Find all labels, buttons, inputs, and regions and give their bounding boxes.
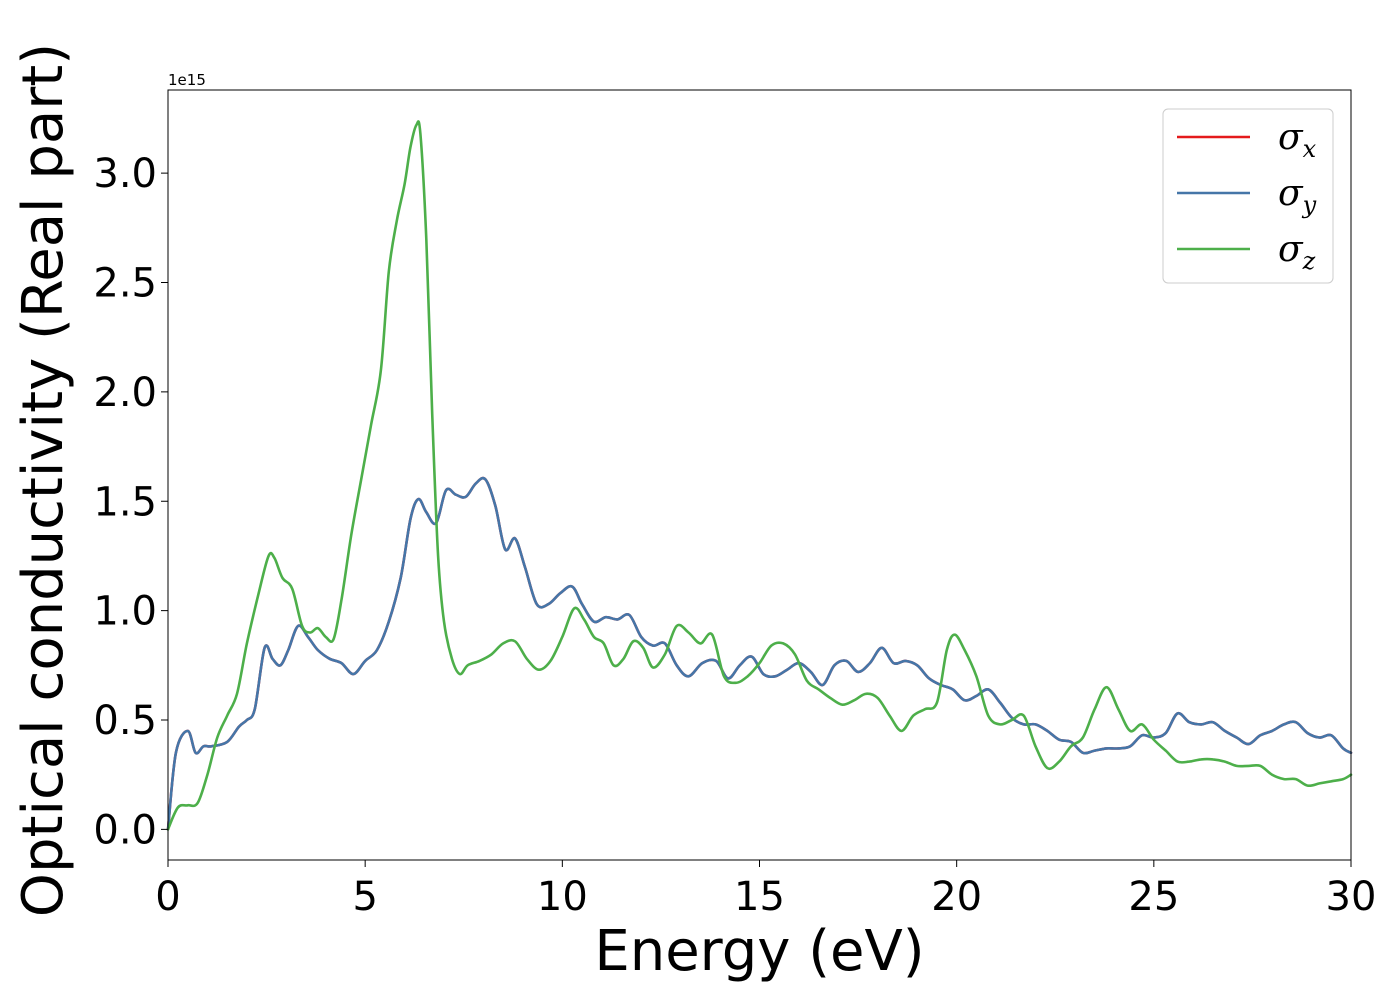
series-line-z: [166, 120, 1353, 831]
x-tick-label: 0: [155, 874, 180, 920]
legend-subscript: z: [1302, 247, 1316, 275]
series-layer: [166, 120, 1353, 831]
x-tick-label: 25: [1128, 874, 1179, 920]
y-offset-label: 1e15: [168, 71, 206, 89]
series-line-y: [166, 476, 1353, 831]
y-axis-title: Optical conductivity (Real part): [11, 43, 76, 917]
x-tick-label: 20: [931, 874, 982, 920]
y-tick-label: 3.0: [93, 151, 157, 197]
x-tick-label: 5: [352, 874, 377, 920]
series-line-x: [166, 476, 1353, 831]
y-tick-label: 1.5: [93, 479, 157, 525]
y-tick-label: 0.5: [93, 698, 157, 744]
y-tick-label: 1.0: [93, 589, 157, 635]
legend-subscript: y: [1302, 191, 1317, 219]
legend-symbol: σ: [1278, 117, 1304, 158]
legend-symbol: σ: [1278, 173, 1304, 214]
x-axis: 0 5 10 15 20 25 30: [155, 860, 1376, 920]
legend-label-x: σx: [1278, 117, 1317, 163]
x-axis-title: Energy (eV): [594, 919, 924, 984]
legend-label-z: σz: [1278, 229, 1316, 275]
legend-symbol: σ: [1278, 229, 1304, 270]
x-tick-label: 15: [734, 874, 785, 920]
y-tick-label: 0.0: [93, 807, 157, 853]
x-tick-label: 30: [1326, 874, 1377, 920]
y-tick-label: 2.5: [93, 261, 157, 307]
legend-subscript: x: [1303, 135, 1317, 163]
legend-label-y: σy: [1278, 173, 1317, 219]
y-tick-label: 2.0: [93, 370, 157, 416]
legend-box: [1162, 108, 1334, 284]
x-tick-label: 10: [537, 874, 588, 920]
y-axis: 0.0 0.5 1.0 1.5 2.0 2.5 3.0: [93, 151, 168, 853]
